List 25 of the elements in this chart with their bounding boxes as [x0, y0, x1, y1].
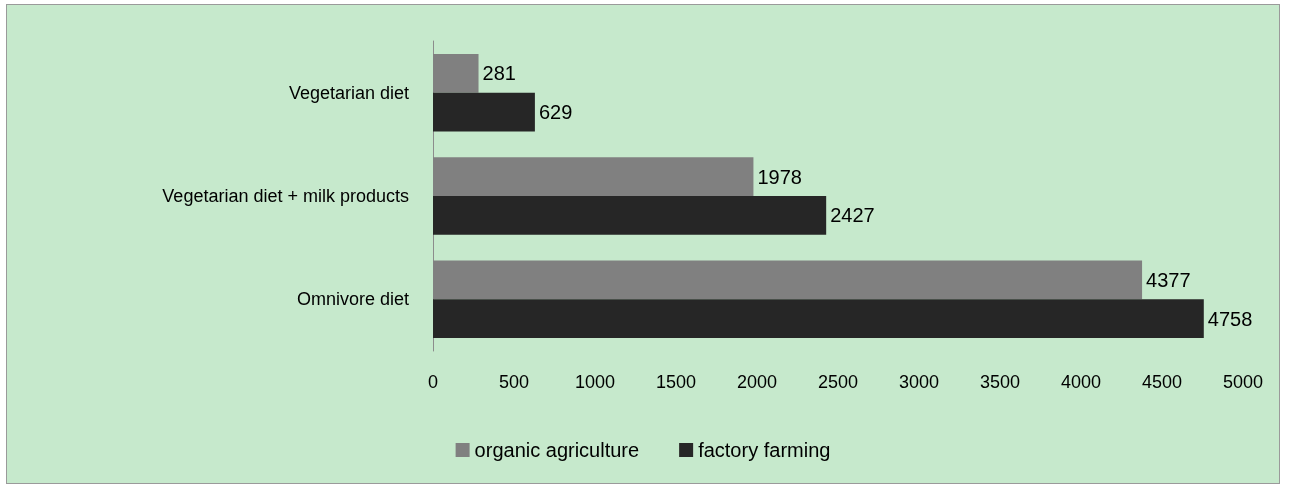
data-label: 1978	[757, 165, 802, 188]
x-tick-label: 0	[427, 372, 439, 392]
bar	[433, 196, 827, 235]
x-tick-label: 2000	[736, 372, 778, 392]
data-label: 4758	[1207, 307, 1253, 330]
x-tick-label: 3500	[979, 372, 1021, 392]
x-tick-label: 1000	[574, 372, 616, 392]
x-tick-label: 2500	[817, 372, 859, 392]
y-tick-label: Vegetarian diet + milk products	[162, 186, 409, 206]
bar	[433, 92, 535, 132]
y-tick-label: Omnivore diet	[296, 289, 409, 310]
x-tick-label: 4000	[1060, 372, 1102, 392]
bar	[433, 299, 1204, 339]
legend-label: organic agriculture	[474, 439, 640, 461]
data-label: 281	[482, 62, 516, 85]
data-label: 629	[538, 101, 573, 124]
data-label: 2427	[830, 204, 875, 227]
x-tick-label: 1500	[655, 372, 697, 392]
x-tick-label: 500	[498, 372, 530, 392]
x-tick-label: 3000	[898, 372, 940, 392]
x-tick-label: 4500	[1141, 372, 1183, 392]
data-label: 4377	[1146, 268, 1191, 291]
x-tick-label: 5000	[1222, 372, 1264, 392]
legend-label: factory farming	[698, 439, 831, 461]
y-tick-label: Vegetarian diet	[288, 82, 409, 103]
